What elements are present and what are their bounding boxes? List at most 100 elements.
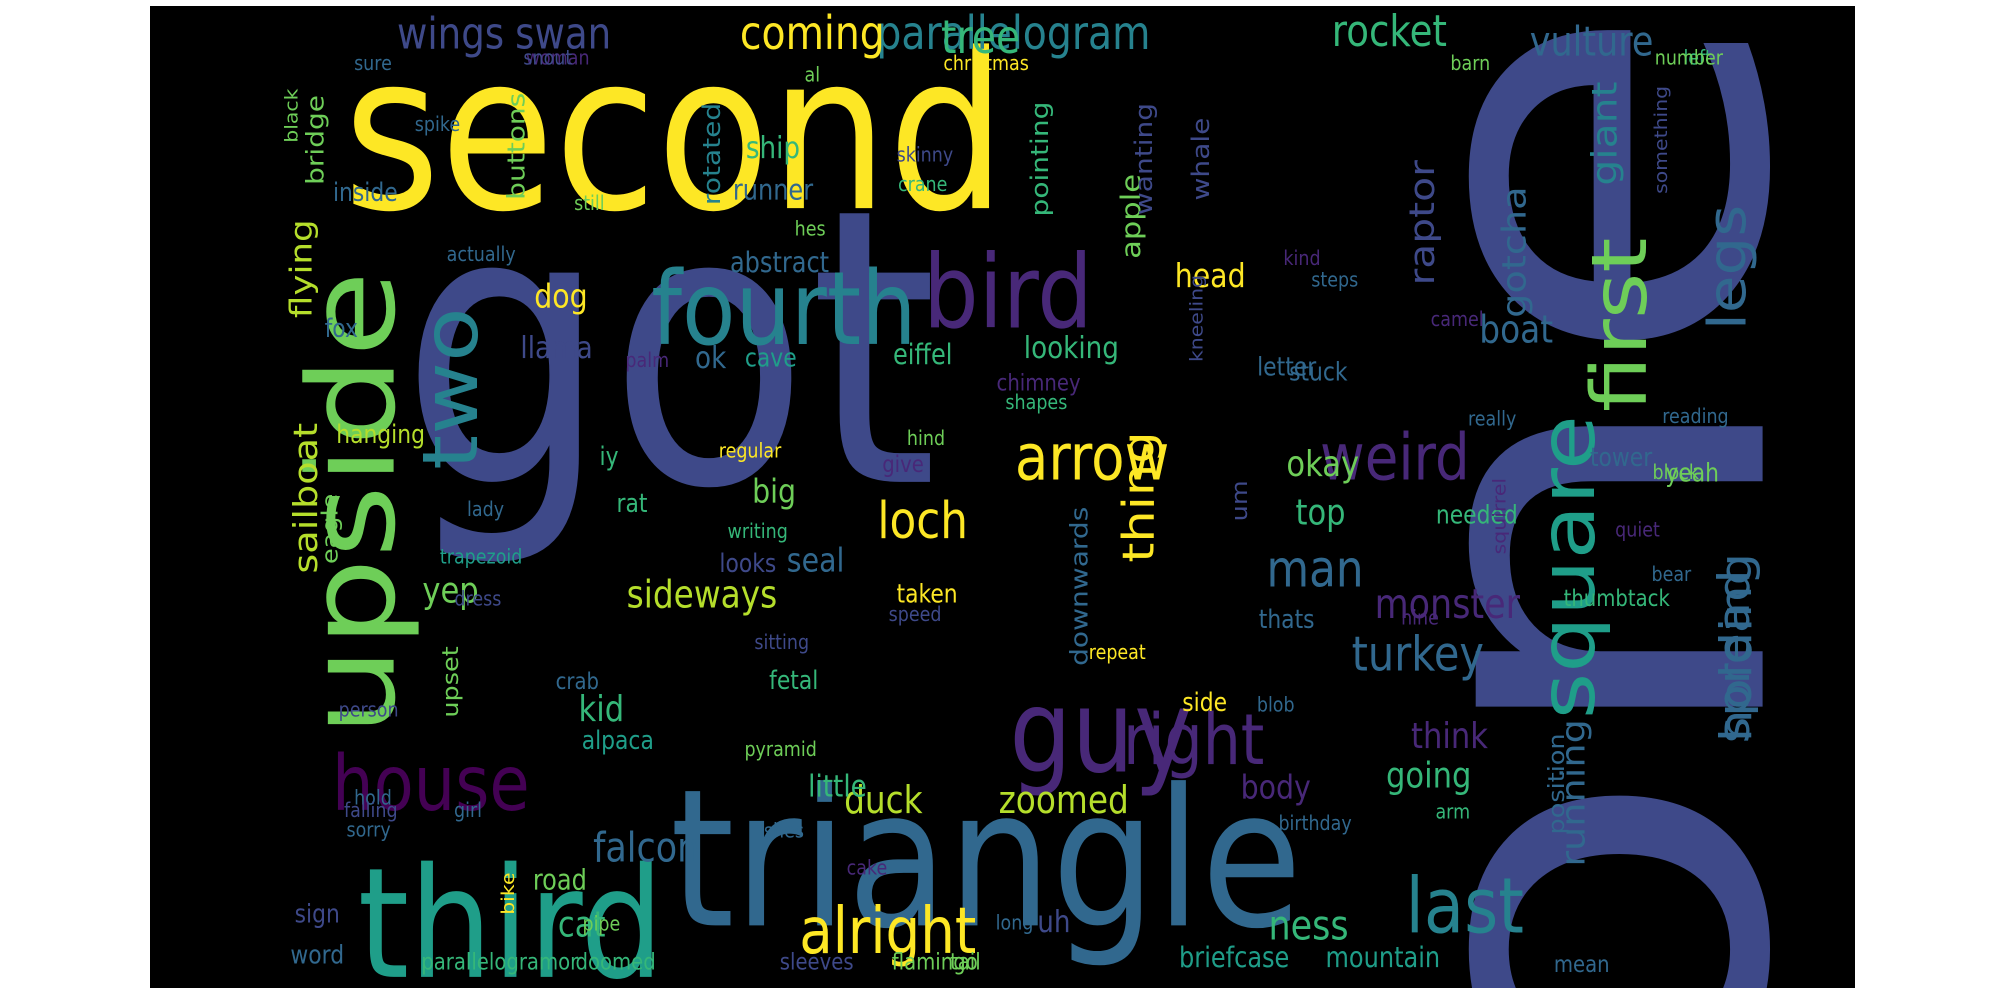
word-dog: dog [534,277,587,316]
word-thats: thats [1259,604,1315,634]
word-really: really [1468,407,1516,431]
word-crab: crab [556,668,599,695]
word-sideways: sideways [627,573,777,617]
word-briefcase: briefcase [1179,943,1289,975]
word-third: third [358,835,664,988]
word-eagle: eagle [317,494,343,564]
word-um: um [1227,480,1253,521]
word-holding: holding [1712,553,1763,742]
word-long: long [996,911,1034,935]
word-two: two [406,307,495,470]
word-last: last [1406,862,1524,951]
word-steps: steps [1311,268,1358,292]
word-kid: kid [579,688,625,730]
word-something: something [1651,86,1671,194]
word-think: think [1411,715,1489,757]
word-skinny: skinny [897,143,954,167]
word-bird: bird [923,234,1093,352]
word-vulture: vulture [1530,18,1654,65]
word-bridge: bridge [302,95,330,185]
word-side: side [1182,687,1227,717]
word-llama: llama [520,330,592,365]
word-monster: monster [1375,581,1521,628]
word-gotcha: gotcha [1496,186,1534,317]
word-upset: upset [438,646,464,717]
word-number: number [1655,46,1723,70]
word-give: give [882,452,924,479]
word-turkey: turkey [1352,625,1484,682]
word-spread: spread [1709,570,1760,744]
word-kneeling: kneeling [1187,275,1207,362]
word-christmas: christmas [943,52,1029,76]
word-dress: dress [454,587,501,611]
word-rocket: rocket [1332,6,1447,56]
word-little: little [808,769,867,804]
word-uh: uh [1037,904,1070,939]
word-wanting: wanting [1131,103,1159,215]
word-runner: runner [733,175,813,207]
word-blob: blob [1257,693,1295,717]
word-sailboat: sailboat [287,423,325,574]
word-sure: sure [354,52,392,76]
word-woman: woman [526,46,590,70]
word-palm: palm [625,349,669,373]
word-square: square [1523,415,1612,719]
word-cat: cat [558,903,606,945]
word-swan: swan [515,9,611,59]
word-coming: coming [740,7,885,61]
word-barn: barn [1450,52,1490,76]
word-bike: bike [498,872,518,914]
word-yeah: yeah [1665,458,1719,488]
word-iy: iy [600,441,619,471]
word-stuck: stuck [1289,357,1348,387]
word-writing: writing [728,520,788,544]
word-downwards: downwards [1066,507,1094,666]
word-mean: mean [1554,952,1610,979]
word-parallelogramor: parallelogramor [421,949,578,976]
word-arrow: arrow [1015,422,1169,496]
word-hind: hind [907,427,945,451]
word-abstract: abstract [730,248,829,280]
word-al: al [805,63,821,87]
word-sitting: sitting [754,631,809,655]
word-right: right [1123,700,1264,782]
word-still: still [574,192,605,216]
word-wings: wings [397,9,504,59]
word-looking: looking [1024,330,1119,365]
word-seal: seal [787,541,845,580]
word-ship: ship [746,130,800,165]
word-first: first [1575,238,1664,412]
word-reading: reading [1662,405,1728,429]
word-needed: needed [1436,500,1518,530]
word-crane: crane [898,173,947,197]
word-pipe: pipe [582,912,620,936]
word-head: head [1175,257,1246,296]
word-ness: ness [1268,902,1348,949]
word-okay: okay [1286,443,1359,485]
word-house: house [332,739,530,828]
word-boat: boat [1479,308,1553,352]
word-position: position [1544,733,1570,834]
word-block: block [1653,461,1699,485]
word-legs: legs [1698,205,1759,330]
word-letter: letter [1257,352,1316,382]
word-thumbtack: thumbtack [1564,586,1671,613]
word-actually: actually [447,243,516,267]
word-sign: sign [295,899,340,929]
word-speed: speed [889,603,942,627]
word-spike: spike [415,113,460,137]
word-hold: hold [354,786,392,810]
word-arm: arm [1435,800,1470,824]
word-left: left [1683,46,1711,70]
word-camel: camel [1431,308,1484,332]
word-rotated: rotated [699,103,727,205]
word-tower: tower [1590,442,1652,472]
word-cave: cave [745,343,797,373]
word-mountain: mountain [1326,943,1441,975]
word-inside: inside [333,177,398,207]
word-birthday: birthday [1278,812,1351,836]
word-guy: guy [1009,666,1192,799]
word-running: running [1555,719,1593,867]
word-body: body [1241,768,1311,807]
